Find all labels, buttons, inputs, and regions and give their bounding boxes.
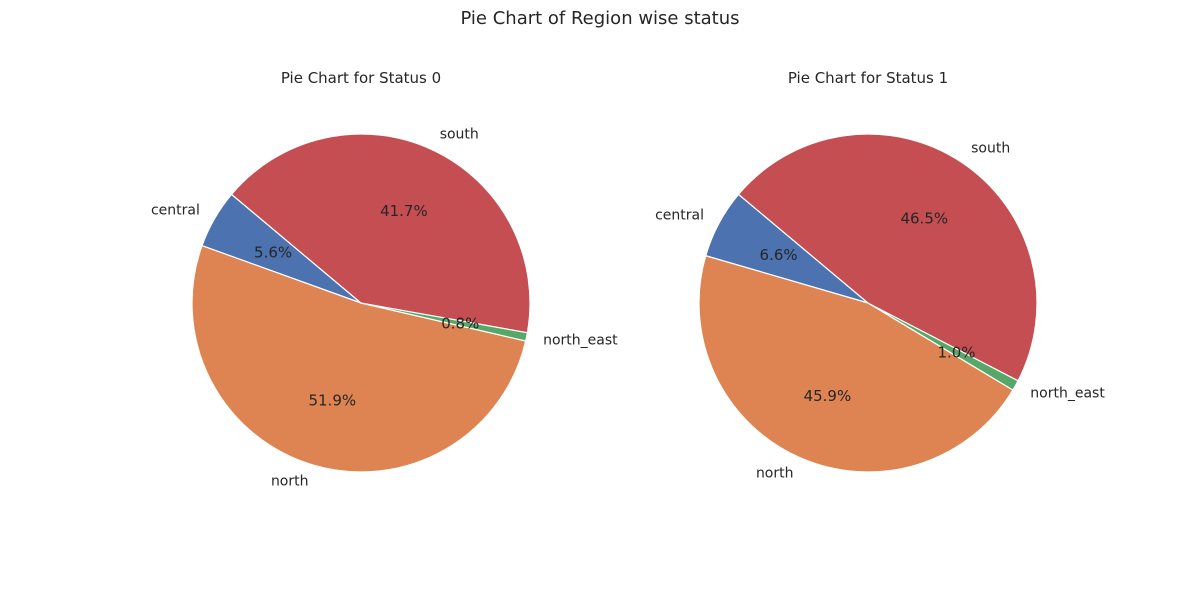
slice-label: south <box>971 140 1010 156</box>
pct-label: 1.0% <box>937 344 975 362</box>
pct-label: 5.6% <box>254 243 292 261</box>
slice-label: south <box>440 127 479 143</box>
pct-label: 41.7% <box>380 202 428 220</box>
pie-slice-north <box>698 255 1014 473</box>
pct-label: 45.9% <box>804 387 852 405</box>
pie-slice-north <box>191 245 527 473</box>
slice-label: central <box>151 202 200 218</box>
figure-title: Pie Chart of Region wise status <box>460 8 740 29</box>
pie-chart-0: Pie Chart for Status 0 central 5.6% north 51… <box>151 69 618 489</box>
slice-label: north_east <box>1030 386 1105 402</box>
slice-label: north <box>271 473 309 489</box>
slice-label: north <box>756 465 794 481</box>
pie-title: Pie Chart for Status 0 <box>281 69 441 87</box>
pct-label: 6.6% <box>760 246 798 264</box>
pie-slice-south <box>737 133 1038 382</box>
pie-slice-south <box>230 133 531 334</box>
slice-label: central <box>655 207 704 223</box>
pct-label: 0.8% <box>441 314 479 332</box>
pct-label: 46.5% <box>900 210 948 228</box>
slice-label: north_east <box>543 332 618 348</box>
pie-chart-1: Pie Chart for Status 1 central 6.6% north 45… <box>655 69 1105 481</box>
pct-label: 51.9% <box>308 391 356 409</box>
pie-title: Pie Chart for Status 1 <box>788 69 948 87</box>
